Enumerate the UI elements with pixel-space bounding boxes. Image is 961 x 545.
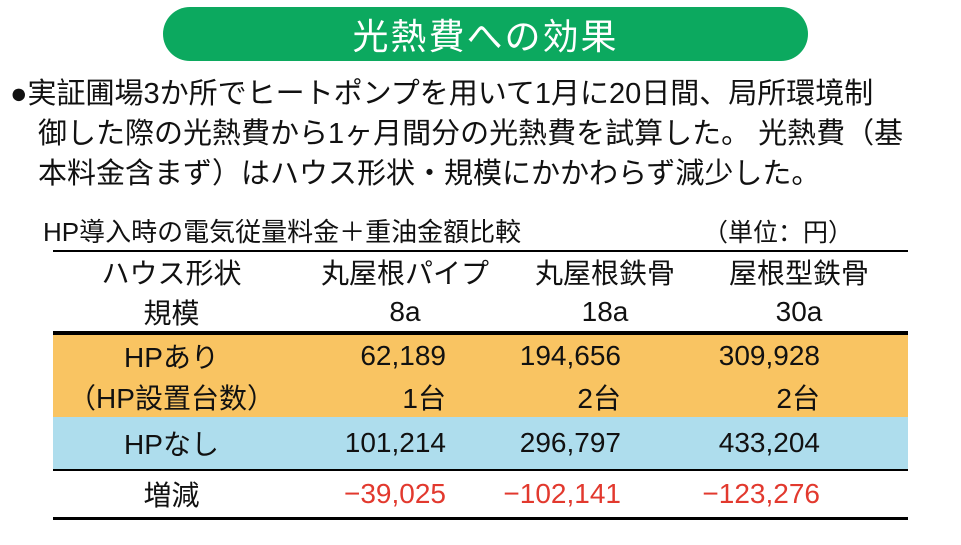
- row-label-hp-with: HPあり: [53, 335, 290, 376]
- description-line-1: ●実証圃場3か所でヒートポンプを用いて1月に20日間、局所環境制: [10, 78, 874, 110]
- header-round-roof-pipe: 丸屋根パイプ: [320, 258, 489, 289]
- row-label-hp-without: HPなし: [53, 417, 290, 471]
- units-30a: 2台: [690, 376, 908, 417]
- units-18a: 2台: [520, 376, 690, 417]
- header-scale: 規模: [53, 292, 290, 335]
- header-scale-30a: 30a: [690, 292, 908, 335]
- value-difference-30a: −123,276: [702, 478, 820, 509]
- title-banner: 光熱費への効果: [163, 7, 808, 61]
- header-round-roof-steel: 丸屋根鉄骨: [534, 258, 675, 289]
- value-difference-18a: −102,141: [503, 478, 621, 509]
- unit-label: （単位：円）: [702, 219, 853, 247]
- cost-comparison-table: ハウス形状 丸屋根パイプ 丸屋根鉄骨 屋根型鉄骨 規模 8a 18a 30a H…: [53, 250, 908, 520]
- header-house-shape: ハウス形状: [101, 258, 242, 289]
- header-gable-roof-steel: 屋根型鉄骨: [728, 258, 869, 289]
- value-hp-with-30a: 309,928: [690, 335, 908, 376]
- value-hp-without-18a: 296,797: [520, 417, 690, 471]
- units-8a: 1台: [290, 376, 520, 417]
- value-hp-with-18a: 194,656: [520, 335, 690, 376]
- value-difference-8a: −39,025: [344, 478, 446, 509]
- description-line-2: 御した際の光熱費から1ヶ月間分の光熱費を試算した。 光熱費（基: [38, 118, 904, 150]
- page-title: 光熱費への効果: [352, 16, 619, 57]
- value-hp-with-8a: 62,189: [290, 335, 520, 376]
- table-caption: HP導入時の電気従量料金＋重油金額比較 （単位：円）: [43, 212, 908, 249]
- value-hp-without-30a: 433,204: [690, 417, 908, 471]
- description-line-3: 本料金含まず）はハウス形状・規模にかかわらず減少した。: [38, 158, 821, 190]
- row-label-hp-units: （HP設置台数）: [53, 376, 290, 417]
- value-hp-without-8a: 101,214: [290, 417, 520, 471]
- description: ●実証圃場3か所でヒートポンプを用いて1月に20日間、局所環境制 御した際の光熱…: [10, 74, 958, 194]
- header-scale-8a: 8a: [290, 292, 520, 335]
- header-scale-18a: 18a: [520, 292, 690, 335]
- table-title: HP導入時の電気従量料金＋重油金額比較: [43, 217, 522, 247]
- row-label-difference: 増減: [143, 480, 200, 511]
